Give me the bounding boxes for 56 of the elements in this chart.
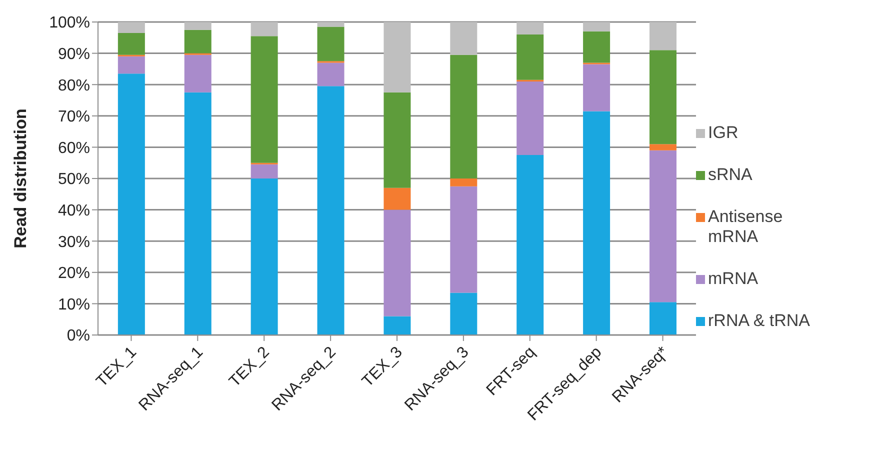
bar — [184, 92, 212, 335]
bar — [184, 54, 212, 92]
bar — [250, 164, 278, 178]
bar — [250, 36, 278, 163]
y-axis-title: Read distribution — [11, 108, 30, 248]
y-tick-label: 100% — [49, 14, 90, 32]
bar — [516, 81, 544, 156]
bar — [649, 144, 676, 150]
bar — [250, 178, 278, 335]
y-tick-label: 10% — [58, 296, 90, 314]
bar — [649, 22, 676, 50]
legend-label: IGR — [708, 122, 740, 142]
y-tick-label: 90% — [58, 46, 90, 63]
bar — [649, 302, 676, 335]
bar — [384, 210, 411, 316]
bar — [450, 178, 478, 186]
bar — [516, 155, 544, 335]
bar — [384, 92, 411, 188]
bar — [118, 74, 145, 335]
y-tick-label: 20% — [58, 265, 90, 282]
bar — [317, 62, 344, 86]
legend-label: sRNA — [708, 164, 754, 184]
bar — [583, 31, 610, 63]
bar — [583, 111, 610, 335]
y-tick-label: 0% — [66, 328, 90, 345]
bar — [516, 34, 544, 80]
bar — [384, 22, 411, 92]
bar — [118, 56, 145, 74]
bar — [450, 292, 478, 335]
legend-label: rRNA & tRNA — [708, 310, 812, 330]
legend-label: Antisense mRNA — [708, 206, 784, 246]
y-tick-label: 80% — [58, 77, 90, 94]
bar — [450, 186, 478, 293]
bar — [118, 32, 145, 55]
bar — [450, 22, 478, 55]
bar — [317, 86, 344, 335]
bar — [384, 316, 411, 335]
bar — [184, 22, 212, 30]
bar — [450, 54, 478, 178]
bar — [516, 22, 544, 35]
bar — [250, 22, 278, 36]
bar — [184, 30, 212, 54]
bar — [317, 22, 344, 27]
bar — [317, 26, 344, 62]
bar — [118, 22, 145, 33]
y-tick-label: 30% — [58, 234, 90, 251]
bar — [384, 188, 411, 210]
bar — [649, 150, 676, 302]
y-tick-label: 50% — [58, 171, 90, 188]
y-tick-label: 40% — [58, 202, 90, 220]
bar — [649, 50, 676, 144]
y-tick-label: 70% — [58, 108, 90, 126]
y-tick-label: 60% — [58, 140, 90, 157]
bar — [583, 64, 610, 112]
legend-label: mRNA — [708, 268, 760, 288]
bar — [583, 22, 610, 32]
